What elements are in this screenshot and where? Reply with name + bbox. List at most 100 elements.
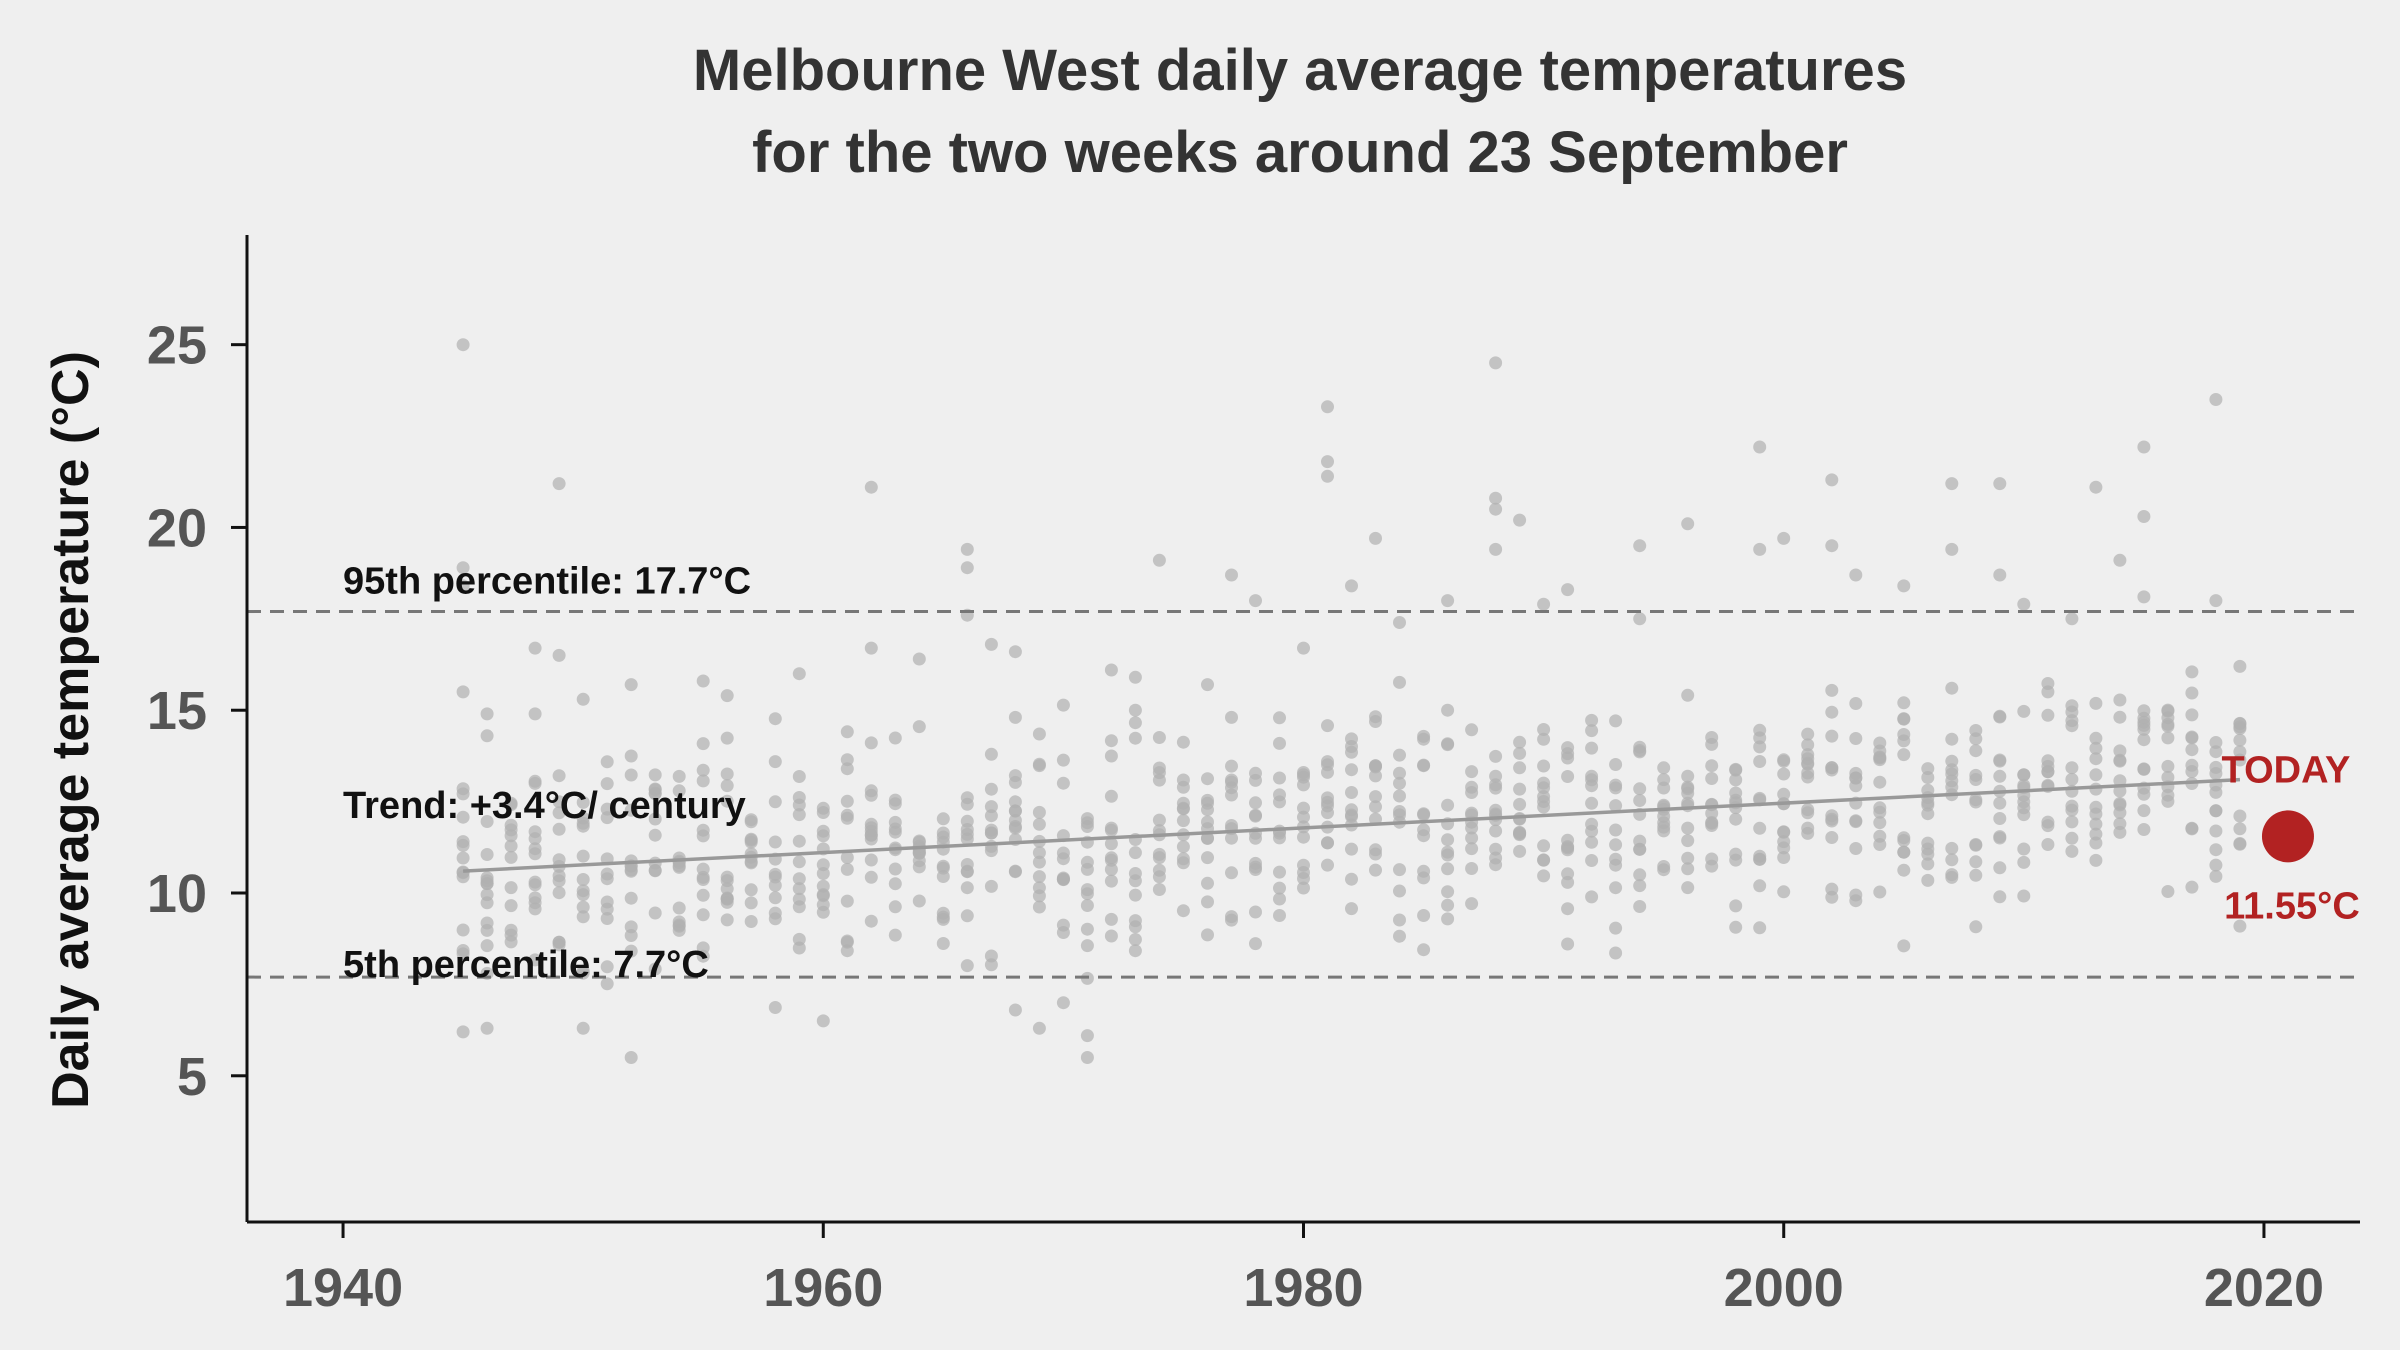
scatter-point [888, 731, 902, 745]
scatter-point [2161, 731, 2175, 745]
scatter-point [1056, 918, 1070, 932]
scatter-point [1945, 780, 1959, 794]
y-tick-label: 15 [147, 681, 207, 741]
today-value-label: 11.55°C [2224, 885, 2360, 927]
scatter-point [960, 864, 974, 878]
scatter-point [624, 944, 638, 958]
scatter-point [1297, 858, 1310, 872]
scatter-point [1465, 765, 1479, 779]
scatter-point [1681, 786, 1695, 800]
scatter-point [552, 822, 566, 836]
scatter-point [1561, 843, 1575, 857]
scatter-point [2113, 798, 2127, 812]
scatter-point [1993, 812, 2007, 825]
scatter-point [2089, 817, 2103, 831]
scatter-point [528, 707, 542, 721]
scatter-point [1681, 821, 1695, 835]
scatter-point [1993, 861, 2007, 875]
scatter-point [792, 834, 806, 848]
scatter-point [1585, 890, 1599, 904]
scatter-point [1705, 731, 1719, 744]
scatter-point [1825, 763, 1839, 777]
scatter-point [2089, 827, 2103, 841]
scatter-point [504, 899, 518, 913]
scatter-point [1369, 790, 1382, 804]
scatter-point [1633, 879, 1647, 893]
scatter-point [1873, 805, 1887, 819]
scatter-point [1585, 835, 1599, 849]
scatter-point [2089, 836, 2103, 850]
scatter-point [1345, 872, 1358, 886]
scatter-point [552, 477, 566, 491]
scatter-point [456, 838, 470, 852]
scatter-point [1128, 846, 1142, 860]
scatter-point [1008, 865, 1022, 879]
scatter-point [696, 888, 710, 902]
percentile-5-label: 5th percentile: 7.7°C [343, 944, 709, 986]
scatter-point [1441, 862, 1455, 876]
scatter-point [1273, 711, 1286, 725]
scatter-point [2017, 597, 2031, 611]
scatter-point [1897, 712, 1911, 726]
scatter-point [864, 853, 878, 867]
scatter-point [2113, 553, 2127, 567]
scatter-point [2185, 758, 2199, 772]
scatter-point [1537, 790, 1551, 804]
x-tick-label: 1980 [1243, 1258, 1363, 1318]
scatter-point [792, 882, 806, 896]
scatter-point [624, 929, 638, 942]
scatter-point [2209, 869, 2223, 883]
scatter-point [1657, 824, 1671, 838]
scatter-point [696, 774, 710, 788]
scatter-point [552, 853, 566, 867]
scatter-point [456, 947, 470, 961]
scatter-point [1441, 912, 1455, 926]
scatter-point [1393, 929, 1406, 943]
scatter-point [1873, 829, 1887, 843]
scatter-point [768, 712, 782, 726]
scatter-point [576, 1021, 590, 1035]
scatter-point [1609, 881, 1623, 895]
scatter-point [840, 935, 854, 949]
scatter-point [1152, 731, 1166, 744]
scatter-point [1585, 741, 1599, 755]
chart-title-line-2: for the two weeks around 23 September [752, 120, 1848, 185]
scatter-point [1465, 897, 1479, 911]
scatter-point [1777, 754, 1791, 768]
scatter-point [528, 641, 542, 655]
scatter-point [2161, 703, 2175, 717]
scatter-point [1657, 761, 1671, 775]
scatter-point [720, 689, 734, 703]
scatter-point [984, 747, 998, 761]
scatter-point [600, 912, 614, 925]
scatter-point [1321, 795, 1334, 809]
scatter-point [1032, 900, 1046, 914]
scatter-point [1152, 813, 1166, 827]
scatter-point [1056, 753, 1070, 767]
scatter-point [1369, 769, 1382, 783]
scatter-point [480, 848, 494, 861]
scatter-point [1441, 845, 1455, 859]
scatter-point [2089, 853, 2103, 867]
scatter-point [1849, 697, 1863, 710]
scatter-point [480, 707, 494, 721]
scatter-point [552, 806, 566, 820]
scatter-point [1273, 736, 1286, 750]
scatter-point [2089, 768, 2103, 782]
scatter-point [984, 949, 998, 963]
scatter-point [1393, 805, 1406, 818]
scatter-point [1273, 881, 1286, 895]
scatter-point [888, 877, 902, 891]
scatter-point [1128, 914, 1142, 928]
scatter-point [600, 802, 614, 816]
scatter-point [624, 749, 638, 763]
scatter-point [864, 914, 878, 928]
scatter-point [1225, 819, 1238, 832]
scatter-point [2209, 858, 2223, 872]
scatter-point [1585, 724, 1599, 738]
scatter-point [1969, 855, 1983, 869]
scatter-point [1441, 737, 1455, 751]
scatter-point [504, 798, 518, 812]
scatter-point [1681, 517, 1695, 531]
